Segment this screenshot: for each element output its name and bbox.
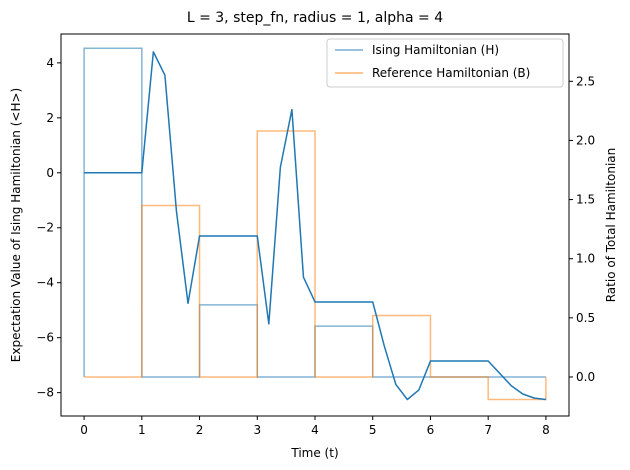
y-axis-title-right: Ratio of Total Hamiltonian bbox=[604, 148, 618, 303]
y-tick-label-left: −8 bbox=[36, 386, 54, 400]
legend-label-ising: Ising Hamiltonian (H) bbox=[372, 43, 499, 57]
y-tick-label-right: 0.5 bbox=[576, 311, 595, 325]
series-line-expectation bbox=[84, 51, 546, 401]
legend: Ising Hamiltonian (H) Reference Hamilton… bbox=[326, 38, 564, 88]
y-tick-label-left: −4 bbox=[36, 276, 54, 290]
y-tick-label-left: −2 bbox=[36, 221, 54, 235]
x-tick-label: 3 bbox=[253, 423, 261, 437]
y-tick-label-left: −6 bbox=[36, 331, 54, 345]
legend-label-reference: Reference Hamiltonian (B) bbox=[372, 66, 530, 80]
y-tick-label-left: 4 bbox=[46, 56, 54, 70]
x-tick-label: 8 bbox=[542, 423, 550, 437]
legend-box bbox=[326, 38, 564, 88]
y-tick-label-left: 0 bbox=[46, 166, 54, 180]
y-tick-label-right: 2.5 bbox=[576, 74, 595, 88]
chart-title: L = 3, step_fn, radius = 1, alpha = 4 bbox=[187, 10, 443, 26]
series-step-1 bbox=[84, 130, 547, 401]
y-tick-label-left: 2 bbox=[46, 111, 54, 125]
y-tick-label-right: 2.0 bbox=[576, 133, 595, 147]
y-tick-label-right: 1.5 bbox=[576, 193, 595, 207]
x-tick-label: 6 bbox=[427, 423, 435, 437]
x-tick-label: 0 bbox=[80, 423, 88, 437]
y-tick-label-right: 0.0 bbox=[576, 370, 595, 384]
x-tick-label: 7 bbox=[484, 423, 492, 437]
x-tick-label: 4 bbox=[311, 423, 319, 437]
x-axis-title: Time (t) bbox=[290, 446, 338, 460]
axis-ticks: 0 1 2 3 4 5 6 7 8 4 2 0 −2 −4 −6 −8 2.5 2.0 1.5 1.0 0.5 0.0 bbox=[36, 56, 595, 437]
x-tick-label: 5 bbox=[369, 423, 377, 437]
y-axis-title-left: Expectation Value of Ising Hamiltonian (… bbox=[9, 88, 23, 362]
x-tick-label: 2 bbox=[196, 423, 204, 437]
plot-area bbox=[83, 47, 547, 401]
y-tick-label-right: 1.0 bbox=[576, 252, 595, 266]
x-tick-label: 1 bbox=[138, 423, 146, 437]
